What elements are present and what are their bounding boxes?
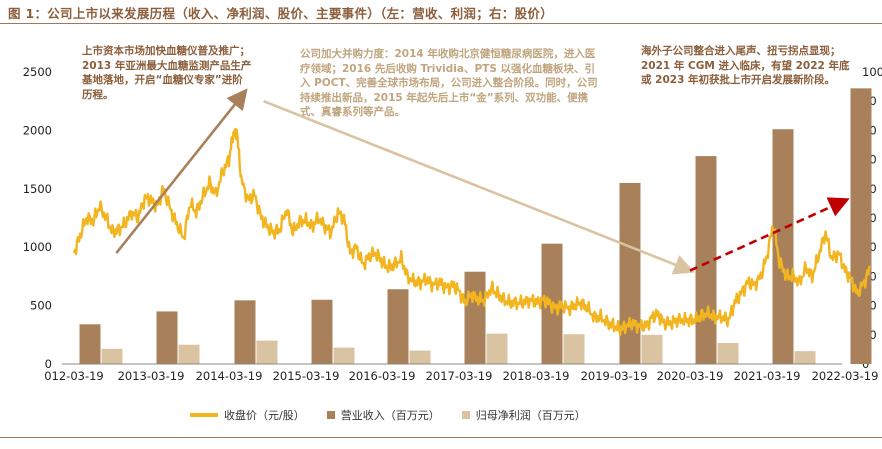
left-axis-tick-label: 2000	[23, 123, 52, 137]
left-axis-tick-label: 500	[30, 299, 52, 313]
annotation-arrow-brown	[115, 88, 248, 254]
figure-title: 图 1：公司上市以来发展历程（收入、净利润、股价、主要事件）（左：营收、利润；右…	[8, 6, 554, 21]
profit-bar	[409, 350, 431, 364]
x-axis-tick-label: 2016-03-19	[349, 369, 416, 383]
profit-bar	[717, 342, 739, 364]
annotation-mna-stage: 公司加大并购力度：2014 年收购北京健恒糖尿病医院，进入医疗领域；2016 先…	[300, 48, 598, 118]
revenue-bar	[234, 300, 256, 364]
x-axis-tick-label: 2020-03-19	[657, 369, 724, 383]
profit-bar	[256, 340, 278, 364]
profit-bar	[101, 348, 123, 364]
bottom-rule	[0, 437, 882, 438]
x-axis-tick-label: 2015-03-19	[273, 369, 340, 383]
legend-swatch-price	[190, 413, 218, 417]
revenue-bar	[850, 88, 872, 365]
annotation-arrow-red	[689, 197, 850, 272]
profit-bar	[563, 334, 585, 364]
revenue-bar	[464, 271, 486, 364]
revenue-bar	[156, 311, 178, 364]
legend-label-profit: 归母净利润（百万元）	[475, 409, 586, 422]
price-line	[72, 127, 872, 336]
revenue-bar	[772, 129, 794, 364]
x-axis-tick-label: 2017-03-19	[426, 369, 493, 383]
profit-bar	[486, 333, 508, 364]
legend-item-price: 收盘价（元/股）	[190, 407, 305, 423]
revenue-bar	[311, 299, 333, 364]
left-axis-tick-label: 2500	[23, 65, 52, 79]
x-axis-tick-label: 2019-03-19	[581, 369, 648, 383]
left-axis-tick-label: 1500	[23, 182, 52, 196]
annotation-listing-stage: 上市资本市场加快血糖仪普及推广；2013 年亚洲最大血糖监测产品生产基地落地，开…	[82, 45, 252, 101]
revenue-bar	[695, 156, 717, 364]
legend-item-revenue: 营业收入（百万元）	[326, 407, 440, 423]
legend-item-profit: 归母净利润（百万元）	[461, 407, 586, 423]
annotation-cgm-stage: 海外子公司整合进入尾声、扭亏拐点显现；2021 年 CGM 进入临床，有望 20…	[641, 45, 850, 86]
revenue-bar	[619, 182, 641, 364]
x-axis-tick-label: 2021-03-19	[734, 369, 801, 383]
right-axis-tick-label: 100	[862, 65, 882, 79]
annotation-arrow-light	[263, 99, 695, 275]
legend-label-price: 收盘价（元/股）	[224, 409, 305, 422]
title-rule	[0, 23, 882, 24]
x-axis-tick-label: 2022-03-19	[812, 369, 879, 383]
x-axis-tick-label: 2018-03-19	[503, 369, 570, 383]
left-axis-tick-label: 1000	[23, 240, 52, 254]
legend-label-revenue: 营业收入（百万元）	[340, 409, 440, 422]
revenue-bar	[387, 289, 409, 364]
x-axis-tick-label: 2014-03-19	[196, 369, 263, 383]
left-axis-tick-label: 0	[45, 357, 52, 371]
profit-bar	[641, 334, 663, 364]
legend-swatch-profit	[461, 411, 470, 419]
revenue-bar	[79, 324, 101, 364]
profit-bar	[178, 344, 200, 364]
legend-swatch-revenue	[326, 411, 335, 419]
profit-bar	[333, 347, 355, 364]
x-axis-tick-label: 2013-03-19	[118, 369, 185, 383]
profit-bar	[794, 351, 816, 364]
legend: 收盘价（元/股） 营业收入（百万元） 归母净利润（百万元）	[190, 407, 608, 423]
x-axis-tick-label: 012-03-19	[44, 369, 104, 383]
